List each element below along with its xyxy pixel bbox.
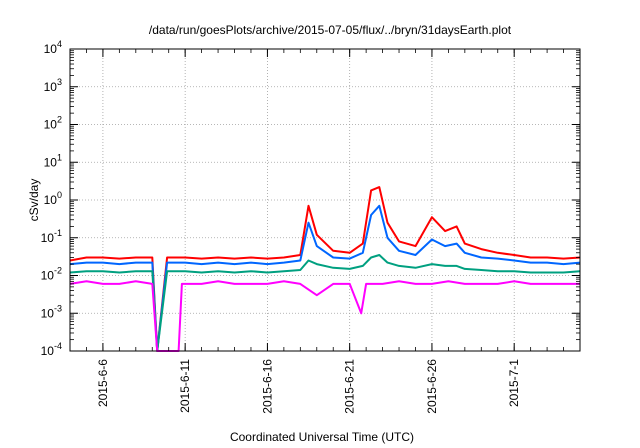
y-tick-exponent: -4 xyxy=(54,341,62,351)
series-line-2 xyxy=(69,204,581,352)
y-tick-label: 101 xyxy=(44,152,62,169)
y-tick-exponent: -1 xyxy=(54,228,62,238)
axis-ticks xyxy=(69,48,581,352)
y-tick-exponent: 3 xyxy=(57,77,62,87)
x-tick-label: 2015-6-11 xyxy=(178,359,192,413)
y-tick-base: 10 xyxy=(41,231,55,245)
y-tick-base: 10 xyxy=(44,193,58,207)
x-tick-label: 2015-6-6 xyxy=(96,359,110,407)
chart-title: /data/run/goesPlots/archive/2015-07-05/f… xyxy=(149,23,512,37)
y-tick-exponent: 4 xyxy=(57,39,62,49)
y-tick-base: 10 xyxy=(41,306,55,320)
y-tick-label: 10-2 xyxy=(41,266,62,283)
y-tick-label: 103 xyxy=(44,77,62,94)
y-tick-label: 100 xyxy=(44,190,62,207)
y-tick-label: 10-1 xyxy=(41,228,62,245)
x-axis-label: Coordinated Universal Time (UTC) xyxy=(230,430,414,444)
y-axis-label: cSv/day xyxy=(27,179,41,222)
series-line-3 xyxy=(69,254,581,352)
x-tick-label: 2015-6-16 xyxy=(260,359,274,414)
y-tick-exponent: -3 xyxy=(54,303,62,313)
x-tick-label: 2015-6-21 xyxy=(343,359,357,414)
x-tick-label: 2015-6-26 xyxy=(425,359,439,414)
y-tick-base: 10 xyxy=(44,80,58,94)
y-tick-exponent: 1 xyxy=(57,152,62,162)
series-group xyxy=(69,186,581,352)
y-tick-label: 10-4 xyxy=(41,341,62,358)
grid xyxy=(70,49,580,351)
y-tick-exponent: 0 xyxy=(57,190,62,200)
y-tick-base: 10 xyxy=(44,42,58,56)
series-line-1 xyxy=(69,186,581,352)
y-tick-base: 10 xyxy=(44,155,58,169)
x-tick-label: 2015-7-1 xyxy=(507,359,521,407)
y-tick-base: 10 xyxy=(41,344,55,358)
y-tick-base: 10 xyxy=(44,118,58,132)
y-tick-exponent: -2 xyxy=(54,266,62,276)
y-tick-label: 102 xyxy=(44,115,62,132)
y-tick-exponent: 2 xyxy=(57,115,62,125)
y-tick-label: 104 xyxy=(44,39,62,56)
x-tick-labels: 2015-6-6 2015-6-11 2015-6-16 2015-6-21 2015-… xyxy=(96,359,521,414)
series-line-4 xyxy=(69,280,580,352)
y-tick-label: 10-3 xyxy=(41,303,62,320)
y-tick-base: 10 xyxy=(41,269,55,283)
